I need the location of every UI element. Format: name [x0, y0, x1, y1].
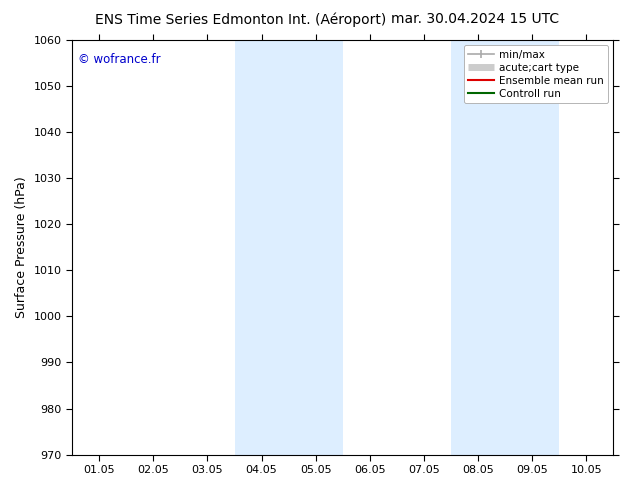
Y-axis label: Surface Pressure (hPa): Surface Pressure (hPa) [15, 176, 28, 318]
Text: © wofrance.fr: © wofrance.fr [77, 52, 160, 66]
Bar [288, 40, 343, 455]
Text: mar. 30.04.2024 15 UTC: mar. 30.04.2024 15 UTC [391, 12, 560, 26]
Text: ENS Time Series Edmonton Int. (Aéroport): ENS Time Series Edmonton Int. (Aéroport) [95, 12, 387, 27]
Bar [235, 40, 288, 455]
Legend: min/max, acute;cart type, Ensemble mean run, Controll run: min/max, acute;cart type, Ensemble mean … [464, 46, 608, 103]
Bar [505, 40, 559, 455]
Bar [451, 40, 505, 455]
